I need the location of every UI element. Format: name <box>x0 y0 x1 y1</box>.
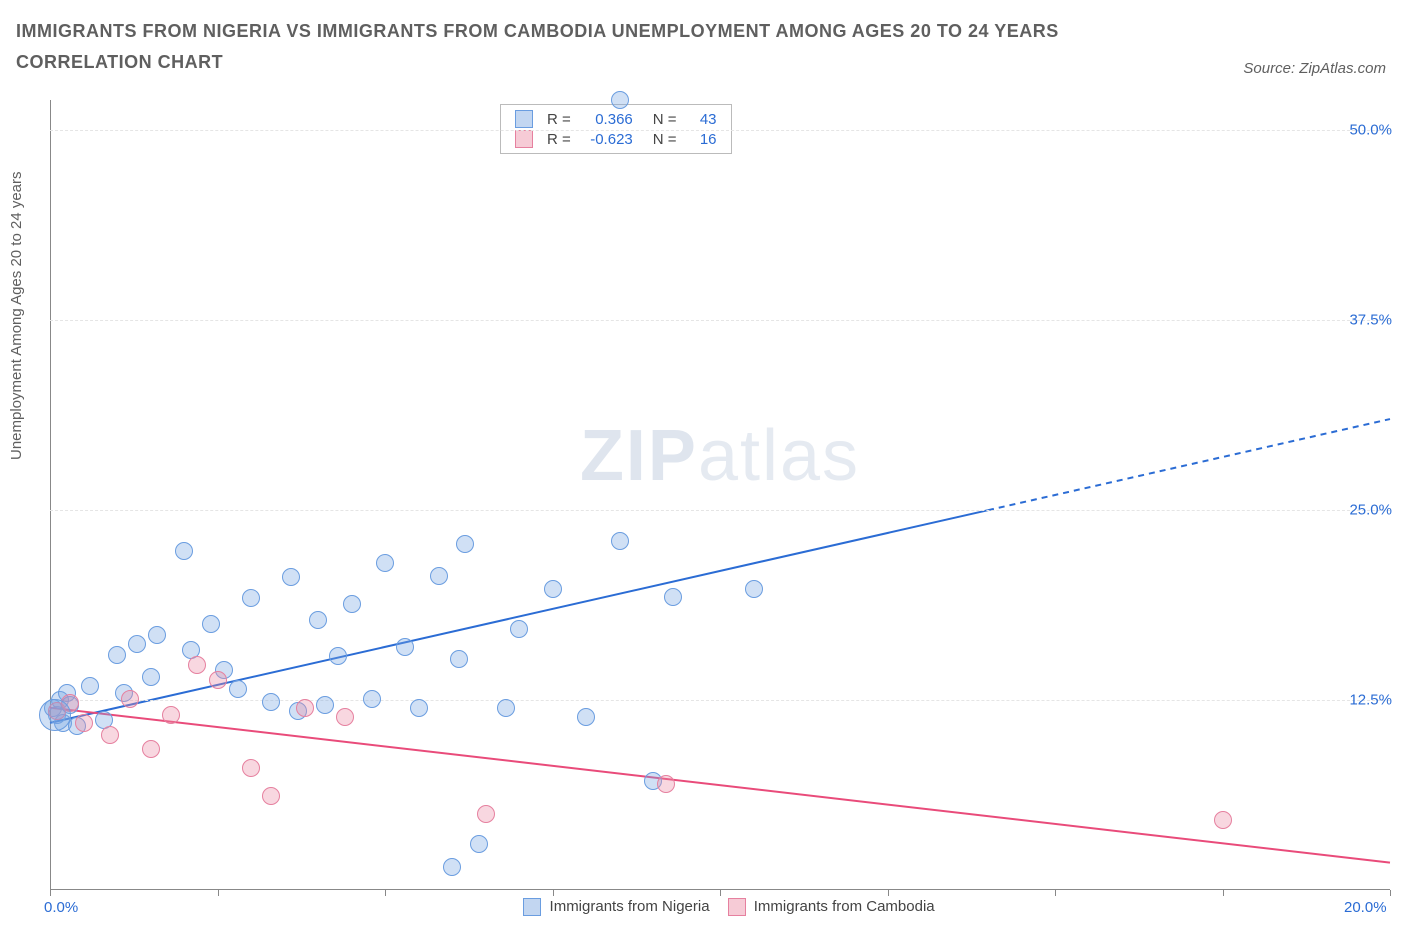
x-tick <box>50 890 51 896</box>
x-tick <box>553 890 554 896</box>
source-attribution: Source: ZipAtlas.com <box>1243 60 1386 77</box>
legend-label: Immigrants from Nigeria <box>545 898 709 915</box>
point-nigeria <box>108 646 126 664</box>
point-nigeria <box>450 650 468 668</box>
trendline-cambodia <box>50 708 1390 863</box>
point-cambodia <box>477 805 495 823</box>
point-cambodia <box>142 740 160 758</box>
point-cambodia <box>75 714 93 732</box>
legend-swatch <box>515 130 533 148</box>
x-tick <box>218 890 219 896</box>
point-nigeria <box>175 542 193 560</box>
point-nigeria <box>39 699 71 731</box>
y-tick-label: 37.5% <box>1349 312 1392 329</box>
legend-row: R =0.366N =43 <box>509 109 723 129</box>
point-cambodia <box>162 706 180 724</box>
x-tick <box>1223 890 1224 896</box>
legend-swatch <box>523 898 541 916</box>
point-cambodia <box>336 708 354 726</box>
y-axis-line <box>50 100 51 890</box>
legend-correlation-box: R =0.366N =43R =-0.623N =16 <box>500 104 732 154</box>
x-tick <box>1055 890 1056 896</box>
point-nigeria <box>410 699 428 717</box>
point-nigeria <box>497 699 515 717</box>
gridline <box>50 510 1390 511</box>
trendline-nigeria <box>50 510 988 723</box>
point-nigeria <box>510 620 528 638</box>
point-nigeria <box>148 626 166 644</box>
point-nigeria <box>745 580 763 598</box>
plot-area: ZIPatlas R =0.366N =43R =-0.623N =16 Imm… <box>50 100 1390 890</box>
source-prefix: Source: <box>1243 60 1299 77</box>
x-tick-label: 20.0% <box>1344 899 1387 916</box>
chart-container: IMMIGRANTS FROM NIGERIA VS IMMIGRANTS FR… <box>0 0 1406 930</box>
y-tick-label: 25.0% <box>1349 502 1392 519</box>
point-cambodia <box>101 726 119 744</box>
point-cambodia <box>1214 811 1232 829</box>
x-tick <box>888 890 889 896</box>
point-cambodia <box>121 690 139 708</box>
point-nigeria <box>443 858 461 876</box>
x-tick-label: 0.0% <box>44 899 78 916</box>
point-cambodia <box>242 759 260 777</box>
point-nigeria <box>229 680 247 698</box>
point-nigeria <box>363 690 381 708</box>
point-nigeria <box>282 568 300 586</box>
gridline <box>50 320 1390 321</box>
legend-swatch <box>515 110 533 128</box>
point-nigeria <box>128 635 146 653</box>
legend-swatch <box>728 898 746 916</box>
gridline <box>50 130 1390 131</box>
point-nigeria <box>316 696 334 714</box>
chart-title: IMMIGRANTS FROM NIGERIA VS IMMIGRANTS FR… <box>16 16 1136 77</box>
point-nigeria <box>343 595 361 613</box>
point-nigeria <box>81 677 99 695</box>
point-cambodia <box>262 787 280 805</box>
trendline-nigeria-dashed <box>988 419 1390 510</box>
point-nigeria <box>309 611 327 629</box>
point-nigeria <box>430 567 448 585</box>
point-nigeria <box>396 638 414 656</box>
legend-series: Immigrants from Nigeria Immigrants from … <box>50 898 1390 916</box>
y-axis-label: Unemployment Among Ages 20 to 24 years <box>8 171 25 460</box>
point-nigeria <box>664 588 682 606</box>
point-nigeria <box>611 532 629 550</box>
point-nigeria <box>242 589 260 607</box>
point-nigeria <box>376 554 394 572</box>
y-tick-label: 12.5% <box>1349 692 1392 709</box>
x-tick <box>385 890 386 896</box>
point-nigeria <box>544 580 562 598</box>
point-cambodia <box>188 656 206 674</box>
y-tick-label: 50.0% <box>1349 122 1392 139</box>
point-nigeria <box>262 693 280 711</box>
source-name: ZipAtlas.com <box>1299 60 1386 77</box>
legend-row: R =-0.623N =16 <box>509 129 723 149</box>
point-nigeria <box>142 668 160 686</box>
point-nigeria <box>202 615 220 633</box>
point-nigeria <box>470 835 488 853</box>
x-tick <box>1390 890 1391 896</box>
point-nigeria <box>456 535 474 553</box>
point-cambodia <box>296 699 314 717</box>
gridline <box>50 700 1390 701</box>
point-nigeria <box>611 91 629 109</box>
legend-label: Immigrants from Cambodia <box>750 898 935 915</box>
x-tick <box>720 890 721 896</box>
point-nigeria <box>329 647 347 665</box>
point-cambodia <box>209 671 227 689</box>
point-nigeria <box>577 708 595 726</box>
watermark: ZIPatlas <box>580 415 860 497</box>
point-cambodia <box>657 775 675 793</box>
